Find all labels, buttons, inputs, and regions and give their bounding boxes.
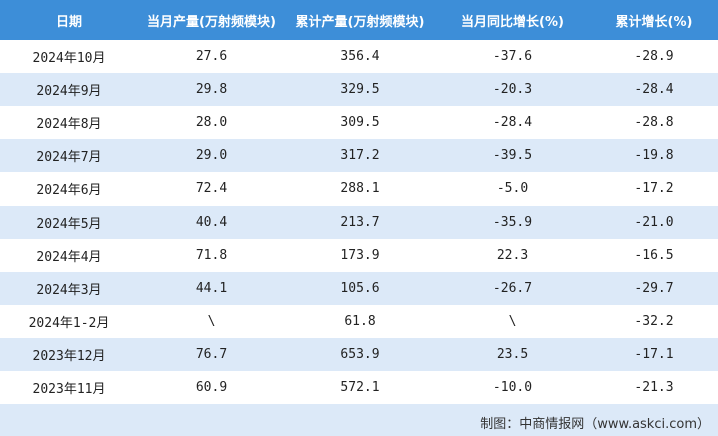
table-cell: 572.1 xyxy=(340,380,380,396)
table-cell: -29.7 xyxy=(634,280,674,296)
table-row: 2024年9月 29.8 329.5 -20.3 -28.4 xyxy=(0,73,718,107)
table-cell: -28.8 xyxy=(634,115,674,131)
table-cell: 27.6 xyxy=(195,49,228,65)
table-cell: \ xyxy=(207,313,216,329)
table-cell: 23.5 xyxy=(496,346,529,362)
table-cell: -16.5 xyxy=(634,247,674,263)
table-cell: -39.5 xyxy=(492,148,533,164)
source: 制图：中商情报网（www.askci.com） xyxy=(480,417,710,432)
table-cell: 317.2 xyxy=(340,148,380,164)
table-cell: 44.1 xyxy=(195,280,228,296)
table-cell: 213.7 xyxy=(340,214,380,230)
table-cell: -26.7 xyxy=(492,280,533,296)
table-cell: 72.4 xyxy=(195,181,228,197)
table-cell: 2024年6月 xyxy=(36,183,102,199)
table-row: 2024年7月 29.0 317.2 -39.5 -19.8 xyxy=(0,139,718,173)
table-cell: -35.9 xyxy=(492,214,533,230)
table-cell: -21.3 xyxy=(634,380,674,396)
table-cell: -20.3 xyxy=(492,82,533,98)
table-cell: -19.8 xyxy=(634,148,674,164)
table-cell: 2024年5月 xyxy=(36,216,102,232)
table-cell: -28.4 xyxy=(492,115,533,131)
table-cell: 2024年3月 xyxy=(36,282,102,298)
table-cell: -10.0 xyxy=(492,380,533,396)
table-cell: 2024年8月 xyxy=(36,117,102,133)
header-cell: 累计增长(%) xyxy=(615,14,693,30)
table-cell: -32.2 xyxy=(634,313,674,329)
table-cell: 40.4 xyxy=(195,214,228,230)
header-cell: 累计产量(万射频模块) xyxy=(295,14,425,30)
table-row: 2023年11月 60.9 572.1 -10.0 -21.3 xyxy=(0,371,718,404)
table-cell: -28.9 xyxy=(634,49,674,65)
table-cell: 2024年7月 xyxy=(36,150,102,166)
table-cell: -5.0 xyxy=(496,181,529,197)
table-cell: 309.5 xyxy=(340,115,380,131)
table-cell: -28.4 xyxy=(634,82,674,98)
table-cell: 28.0 xyxy=(195,115,228,131)
table-cell: -17.1 xyxy=(634,346,674,362)
table-cell: 71.8 xyxy=(195,247,228,263)
table-cell: 329.5 xyxy=(340,82,380,98)
table-cell: -37.6 xyxy=(492,49,533,65)
table-cell: 2024年4月 xyxy=(36,249,102,265)
table-cell: 356.4 xyxy=(340,49,380,65)
table-row: 2024年8月 28.0 309.5 -28.4 -28.8 xyxy=(0,106,718,139)
table-cell: -17.2 xyxy=(634,181,674,197)
table-cell: 29.0 xyxy=(195,148,228,164)
table-row: 2023年12月 76.7 653.9 23.5 -17.1 xyxy=(0,337,718,371)
table-cell: 105.6 xyxy=(340,280,380,296)
header-cell: 日期 xyxy=(55,14,82,30)
header-row: 日期 当月产量(万射频模块) 累计产量(万射频模块) 当月同比增长(%) 累计增长(%) xyxy=(0,0,718,40)
table-cell: 2023年12月 xyxy=(32,348,106,364)
table-cell: 2024年1-2月 xyxy=(28,315,110,331)
table-cell: 60.9 xyxy=(195,380,228,396)
table-cell: 22.3 xyxy=(496,247,529,263)
table-cell: \ xyxy=(508,313,517,329)
table-cell: 2023年11月 xyxy=(32,382,106,398)
table-cell: 2024年9月 xyxy=(36,84,102,100)
header-cell: 当月同比增长(%) xyxy=(461,14,564,30)
table-cell: 653.9 xyxy=(340,346,380,362)
table-cell: 76.7 xyxy=(195,346,228,362)
table-row: 2024年3月 44.1 105.6 -26.7 -29.7 xyxy=(0,271,718,305)
footer: 制图：中商情报网（www.askci.com） xyxy=(0,404,718,436)
table-cell: 61.8 xyxy=(344,313,376,329)
table-row: 2024年6月 72.4 288.1 -5.0 -17.2 xyxy=(0,172,718,205)
header-cell: 当月产量(万射频模块) xyxy=(147,14,276,30)
table-cell: 288.1 xyxy=(340,181,380,197)
table-cell: 2024年10月 xyxy=(32,51,106,67)
table-cell: 173.9 xyxy=(340,247,380,263)
table-row: 2024年4月 71.8 173.9 22.3 -16.5 xyxy=(0,239,718,272)
table-cell: 29.8 xyxy=(195,82,228,98)
table-row: 2024年5月 40.4 213.7 -35.9 -21.0 xyxy=(0,205,718,239)
table-cell: -21.0 xyxy=(634,214,674,230)
table-row: 2024年1-2月 \ 61.8 \ -32.2 xyxy=(0,305,718,338)
table-row: 2024年10月 27.6 356.4 -37.6 -28.9 xyxy=(0,40,718,73)
